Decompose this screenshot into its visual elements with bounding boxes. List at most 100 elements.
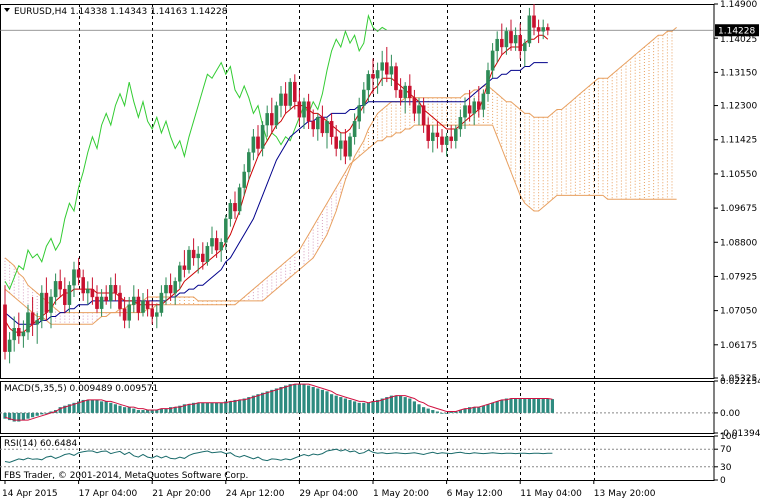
macd-bar <box>150 410 154 413</box>
candle <box>297 89 302 126</box>
rsi-label: RSI(14) 60.6484 <box>4 439 77 449</box>
candle-body <box>63 288 67 305</box>
candle-body <box>293 81 297 102</box>
macd-bar <box>100 401 104 413</box>
rsi-tick-label: 0 <box>720 476 726 486</box>
candle <box>352 113 357 145</box>
candle <box>150 300 155 325</box>
candle <box>164 277 168 305</box>
candle-body <box>320 117 325 134</box>
price-tick-label: 1.07925 <box>720 272 757 282</box>
candle-body <box>417 105 421 114</box>
macd-bar <box>527 398 531 413</box>
candle <box>523 39 527 67</box>
candle <box>454 125 458 149</box>
macd-bar <box>159 408 163 413</box>
macd-panel: 0.022154 0.00 -0.013946 <box>0 377 760 439</box>
price-tick-label: 1.06175 <box>720 341 757 351</box>
macd-bar <box>339 397 343 413</box>
macd-bar <box>376 399 380 413</box>
copyright-label: FBS Trader, © 2001-2014, MetaQuotes Soft… <box>4 471 248 481</box>
candle <box>348 132 352 161</box>
candle <box>500 23 504 55</box>
candle <box>49 289 53 329</box>
candle-body <box>288 81 293 106</box>
candle <box>329 113 334 145</box>
candle <box>214 230 219 258</box>
candle <box>408 74 412 106</box>
candle <box>136 289 141 321</box>
candle-body <box>12 327 17 341</box>
price-tick-label: 1.10550 <box>720 170 757 180</box>
macd-bar <box>486 404 490 413</box>
rsi-tick-label: 30 <box>720 463 732 473</box>
rsi-panel-frame <box>0 436 715 481</box>
candle-body <box>311 120 316 130</box>
candle <box>108 277 113 309</box>
price-tick-label: 1.05325 <box>720 374 757 384</box>
candle-body <box>435 132 440 138</box>
candle <box>182 250 187 278</box>
macd-bar <box>77 401 81 413</box>
candle <box>58 269 62 297</box>
candle-body <box>173 281 178 294</box>
candle-body <box>113 285 118 294</box>
candle-body <box>200 253 205 262</box>
candle-body <box>223 218 228 243</box>
candle <box>421 97 426 133</box>
candle <box>274 101 279 129</box>
candle-body <box>214 238 219 251</box>
candle-body <box>246 152 251 173</box>
candle <box>339 132 343 161</box>
candle-body <box>270 113 274 126</box>
macd-bar <box>523 398 527 413</box>
macd-bar <box>541 398 545 413</box>
candle-body <box>444 136 449 145</box>
candle-body <box>21 331 26 337</box>
macd-bar <box>302 384 306 413</box>
candle <box>320 105 325 137</box>
last-price-badge <box>715 24 759 37</box>
candle-body <box>279 93 283 106</box>
candle <box>366 70 371 102</box>
macd-bar <box>380 398 384 413</box>
macd-bar <box>468 407 472 413</box>
candle <box>127 296 131 329</box>
macd-bar <box>316 388 320 413</box>
macd-bar <box>449 411 453 413</box>
candle-body <box>127 304 131 321</box>
candle-body <box>265 113 270 126</box>
candle <box>486 62 490 102</box>
candle <box>518 23 522 59</box>
time-tick-label: 11 May 04:00 <box>520 489 582 499</box>
candle <box>504 27 509 55</box>
macd-bar <box>233 399 237 413</box>
tenkan-sen <box>4 34 549 333</box>
macd-bar <box>495 401 499 413</box>
macd-bar <box>118 405 122 413</box>
macd-bar <box>403 397 407 413</box>
macd-bar <box>279 386 283 413</box>
candle-body <box>343 140 348 157</box>
macd-bar <box>343 398 347 413</box>
candle-body <box>394 66 398 91</box>
candle-body <box>67 285 72 305</box>
macd-bar <box>242 398 246 413</box>
candle-body <box>490 50 495 71</box>
macd-bar <box>334 395 338 413</box>
candle <box>435 121 440 149</box>
candle <box>546 23 550 36</box>
macd-bar <box>49 411 53 413</box>
candle-body <box>99 296 104 309</box>
macd-bar <box>399 395 403 413</box>
macd-bar <box>123 407 127 413</box>
candle-body <box>182 265 187 270</box>
macd-bar <box>182 404 186 413</box>
candle-body <box>541 27 545 32</box>
macd-bar <box>132 408 136 413</box>
time-tick-label: 17 Apr 04:00 <box>79 489 138 499</box>
candle-body <box>477 101 481 110</box>
candle-body <box>154 312 159 317</box>
macd-bar <box>481 405 485 413</box>
